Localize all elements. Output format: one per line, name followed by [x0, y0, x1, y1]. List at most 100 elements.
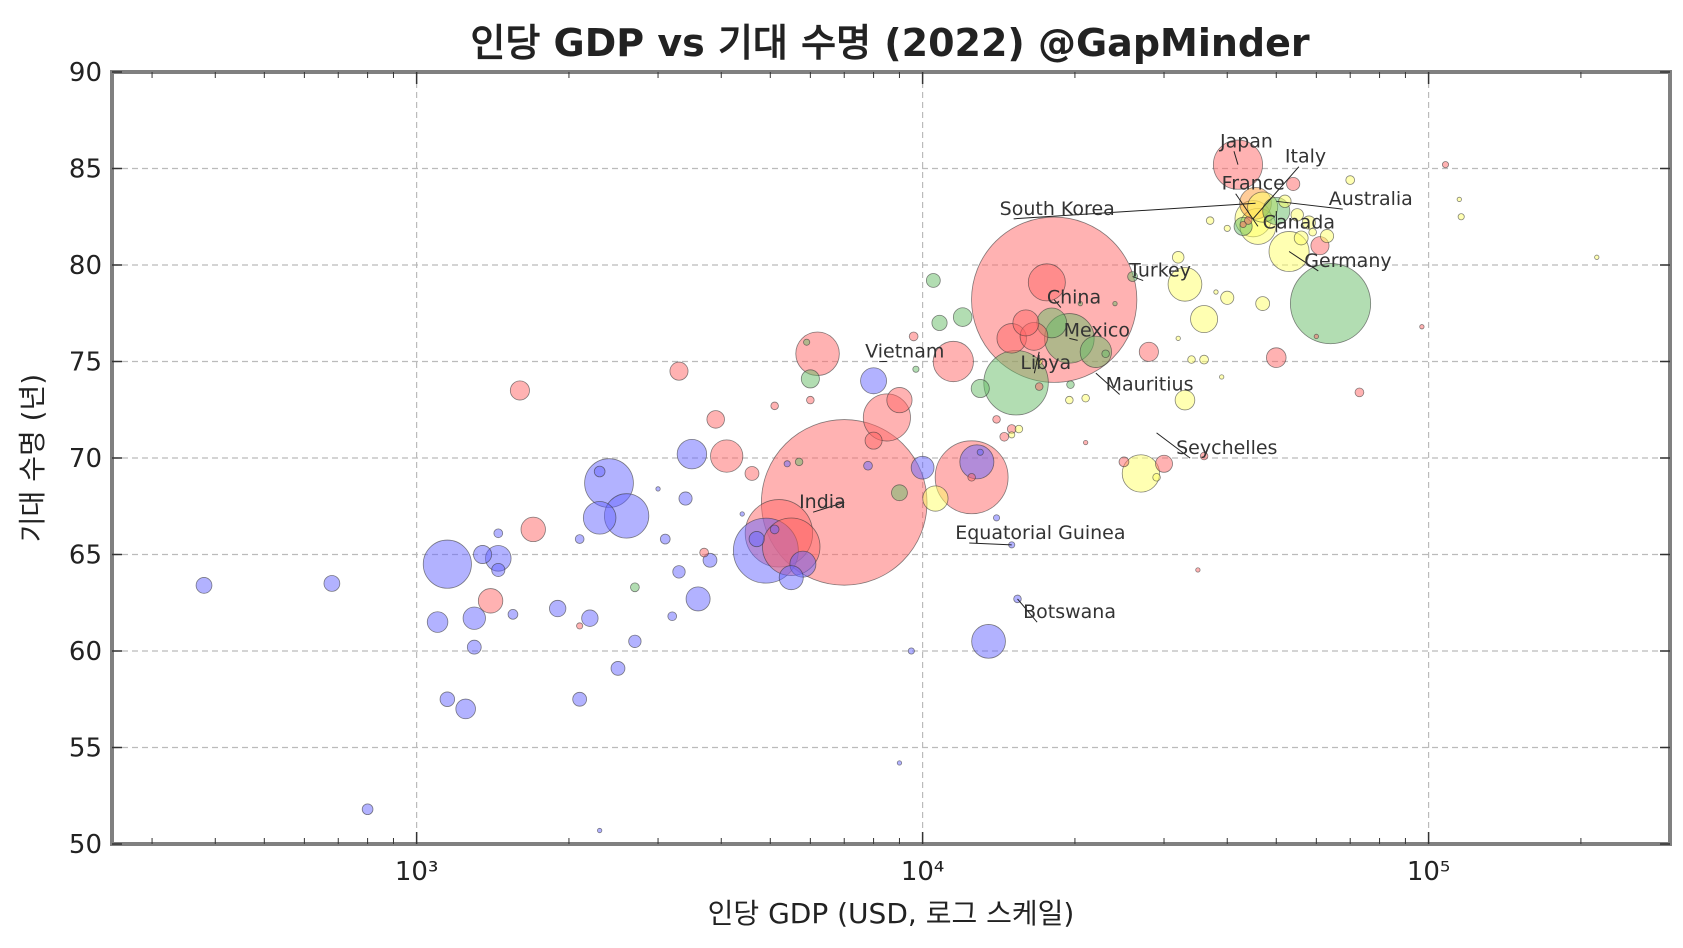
bubble-point	[593, 465, 606, 478]
bubble-point	[1138, 341, 1159, 362]
bubble-point	[1457, 213, 1465, 221]
annotation-label: Mauritius	[1106, 373, 1194, 395]
bubble-point	[976, 448, 984, 456]
bubble-point	[597, 827, 603, 834]
x-tick-label: 10⁴	[901, 857, 945, 887]
bubble-point	[1083, 439, 1089, 446]
bubble-point	[1199, 354, 1209, 365]
annotation-label: Seychelles	[1176, 437, 1277, 459]
chart-title: 인당 GDP vs 기대 수명 (2022) @GapMinder	[470, 21, 1310, 65]
bubble-point	[803, 338, 811, 346]
bubble-point	[1286, 176, 1301, 191]
bubble-point	[1594, 254, 1600, 260]
bubble-point	[932, 340, 974, 383]
bubble-point	[1066, 380, 1075, 389]
bubble-point	[910, 455, 935, 480]
bubble-point	[507, 609, 519, 620]
bubble-point	[770, 401, 779, 411]
y-tick-label: 70	[69, 444, 102, 474]
bubble-point	[748, 531, 765, 548]
bubble-point	[574, 534, 585, 544]
bubble-point	[1155, 454, 1173, 473]
bubble-point	[908, 331, 919, 342]
bubble-point	[864, 431, 883, 450]
bubble-point	[509, 380, 530, 401]
bubble-point	[952, 307, 973, 327]
bubble-point	[628, 634, 642, 648]
bubble-point	[1290, 208, 1304, 222]
annotation-leader	[1013, 202, 1256, 220]
bubble-point	[702, 552, 718, 568]
bubble-point	[1205, 216, 1215, 225]
annotation-label: Vietnam	[865, 341, 944, 363]
bubble-point	[783, 460, 791, 468]
bubble-point	[993, 514, 1001, 522]
annotation-leader	[1069, 337, 1078, 341]
bubble-point	[426, 611, 449, 633]
bubble-point	[706, 410, 725, 429]
bubble-point	[439, 691, 456, 707]
bubble-point	[685, 586, 711, 612]
bubble-point	[1419, 324, 1425, 330]
annotation-label: Mexico	[1064, 319, 1130, 341]
annotation-leader	[1156, 432, 1191, 459]
annotation-label: Japan	[1219, 130, 1273, 152]
bubble-point	[1167, 267, 1203, 302]
annotation-label: Australia	[1329, 188, 1413, 210]
bubble-point	[967, 473, 976, 482]
bubble-point	[896, 760, 903, 766]
bubble-point	[493, 528, 504, 539]
bubble-point	[659, 533, 671, 545]
annotation-leader	[969, 542, 1012, 546]
bubble-point	[931, 314, 948, 331]
x-tick-label: 10⁵	[1407, 857, 1451, 887]
bubble-point	[1118, 456, 1130, 468]
bubble-point	[1266, 347, 1287, 368]
bubble-point	[1289, 263, 1372, 345]
bubble-point	[676, 438, 708, 470]
bubble-point	[422, 539, 472, 589]
bubble-point	[1190, 305, 1219, 334]
bubble-point	[794, 457, 804, 467]
y-axis-label: 기대 수명 (년)	[16, 374, 49, 542]
bubble-point	[1223, 224, 1231, 232]
bubble-point	[806, 395, 815, 405]
annotation-leader	[1252, 166, 1300, 220]
bubble-point	[860, 367, 887, 395]
annotation-leader	[1235, 193, 1259, 227]
bubble-point	[863, 460, 873, 471]
annotation-leader	[1095, 372, 1120, 395]
bubble-point	[959, 444, 995, 480]
data-points	[195, 139, 1600, 834]
bubble-point	[1239, 220, 1247, 228]
bubble-point	[667, 611, 678, 622]
bubble-point	[1255, 296, 1271, 311]
annotation-leader	[1017, 598, 1038, 623]
bubble-point	[1345, 175, 1356, 185]
annotation-label: Libya	[1020, 352, 1071, 374]
bubble-point	[907, 647, 915, 655]
bubble-point	[669, 361, 689, 381]
annotation-leader	[1288, 251, 1319, 272]
bubble-point	[466, 639, 482, 655]
bubble-point	[925, 273, 941, 288]
annotation-label: Botswana	[1023, 601, 1116, 623]
y-tick-label: 50	[69, 830, 102, 860]
y-tick-label: 80	[69, 251, 102, 281]
bubble-point	[999, 431, 1010, 442]
bubble-point	[778, 565, 804, 591]
bubble-point	[795, 331, 840, 376]
x-axis-label: 인당 GDP (USD, 로그 스케일)	[708, 897, 1075, 930]
bubble-point	[1301, 215, 1316, 230]
annotation-label: Equatorial Guinea	[955, 522, 1125, 544]
annotation-label: China	[1047, 287, 1101, 309]
bubble-point	[1308, 227, 1317, 237]
bubble-point	[195, 577, 213, 594]
annotation-leader	[1276, 200, 1343, 210]
bubble-point	[477, 588, 504, 614]
annotation-leader	[812, 501, 845, 513]
bubble-point	[473, 545, 493, 564]
bubble-point	[1441, 161, 1450, 169]
